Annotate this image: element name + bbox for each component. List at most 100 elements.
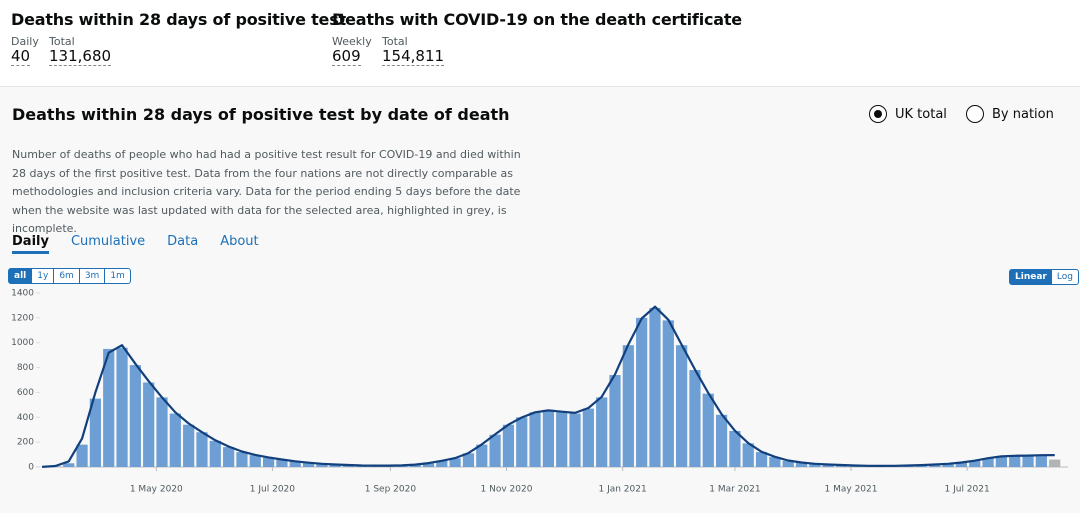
range-button[interactable]: 1m xyxy=(110,271,125,281)
average-line xyxy=(42,305,1055,468)
card-title: Deaths within 28 days of positive test b… xyxy=(12,105,510,124)
bar xyxy=(822,464,834,467)
bar xyxy=(302,462,315,467)
bar xyxy=(449,458,461,467)
headline-value[interactable]: 131,680 xyxy=(49,47,112,66)
bar xyxy=(516,417,528,467)
scale-button[interactable]: Linear xyxy=(1010,270,1052,284)
range-button[interactable]: 6m xyxy=(54,269,80,283)
bar xyxy=(143,382,155,467)
bar xyxy=(649,307,661,467)
radio-label: By nation xyxy=(992,106,1054,122)
x-tick-label: 1 Mar 2021 xyxy=(709,485,760,495)
bar xyxy=(196,432,208,467)
bar xyxy=(969,460,981,467)
headline-title: Deaths with COVID-19 on the death certif… xyxy=(332,10,742,29)
bar xyxy=(129,365,141,467)
bar xyxy=(702,393,714,467)
bar xyxy=(209,440,221,467)
bar xyxy=(715,414,728,467)
headline-label: Total xyxy=(49,35,75,48)
x-tick-label: 1 May 2020 xyxy=(130,485,183,495)
bar xyxy=(183,424,195,467)
bar xyxy=(262,457,275,467)
bar xyxy=(76,444,88,467)
range-button[interactable]: 1y xyxy=(32,269,55,283)
y-tick-label: 800 xyxy=(17,363,34,373)
tabs: Daily Cumulative Data About xyxy=(12,234,259,254)
description: Number of deaths of people who had had a… xyxy=(12,148,521,235)
bar xyxy=(409,464,421,467)
radio-label: UK total xyxy=(895,106,947,122)
chart: 0 200 400 600 800 1000 1200 1400 1 May 2020 1 Jul… xyxy=(11,289,1068,495)
radio-option[interactable]: UK total xyxy=(869,105,947,123)
bar xyxy=(942,463,954,467)
bar xyxy=(169,413,181,467)
bar xyxy=(422,463,435,467)
x-tick-label: 1 Nov 2020 xyxy=(481,485,533,495)
bar xyxy=(955,462,968,467)
headline-value[interactable]: 40 xyxy=(11,47,31,66)
bar xyxy=(596,397,608,467)
y-tick-label: 600 xyxy=(17,388,34,398)
bar xyxy=(995,456,1007,467)
y-tick-label: 1400 xyxy=(11,289,34,299)
bar xyxy=(582,408,594,467)
y-tick-label: 400 xyxy=(17,413,34,423)
bar xyxy=(982,458,994,467)
headline-value[interactable]: 154,811 xyxy=(382,47,445,66)
bar xyxy=(809,463,821,467)
bar xyxy=(755,452,768,467)
bar xyxy=(556,412,568,467)
x-tick-label: 1 May 2021 xyxy=(825,485,878,495)
bar xyxy=(329,464,341,467)
range-button[interactable]: all xyxy=(9,269,33,283)
radio-option[interactable]: By nation xyxy=(966,105,1054,123)
bar xyxy=(276,459,288,467)
headline-value[interactable]: 609 xyxy=(332,47,361,66)
bar xyxy=(609,375,621,467)
headline-label: Weekly xyxy=(332,35,372,48)
tab[interactable]: Data xyxy=(167,234,199,249)
bar xyxy=(436,460,448,467)
y-tick-label: 1000 xyxy=(11,338,34,348)
bar xyxy=(476,444,488,467)
bar xyxy=(1022,455,1034,467)
y-tick-label: 200 xyxy=(17,438,34,448)
headline-label: Daily xyxy=(11,35,39,48)
bar xyxy=(249,455,261,467)
bar xyxy=(542,409,554,467)
tab[interactable]: Cumulative xyxy=(70,234,146,249)
bar xyxy=(289,461,301,467)
bar xyxy=(689,370,701,467)
bar xyxy=(529,412,541,467)
bar xyxy=(502,424,515,467)
bar xyxy=(1049,459,1061,467)
bar xyxy=(929,464,941,467)
tab[interactable]: About xyxy=(220,234,259,249)
bar xyxy=(89,398,101,467)
y-tick-label: 1200 xyxy=(11,313,34,323)
bar xyxy=(236,452,248,467)
bar xyxy=(462,453,475,467)
x-tick-label: 1 Sep 2020 xyxy=(365,485,417,495)
range-selector: all 1y 6m 3m 1m xyxy=(8,268,131,284)
y-tick-label: 0 xyxy=(28,463,34,473)
headline-title: Deaths within 28 days of positive test xyxy=(11,10,346,29)
scale-button[interactable]: Log xyxy=(1056,272,1073,282)
bar xyxy=(156,397,168,467)
x-tick-label: 1 Jul 2021 xyxy=(945,485,990,495)
bar xyxy=(1009,455,1021,467)
range-button[interactable]: 3m xyxy=(80,269,106,283)
bar xyxy=(636,317,648,467)
bar xyxy=(662,320,674,467)
bar xyxy=(769,457,781,467)
bar xyxy=(729,430,741,467)
bar xyxy=(116,347,128,467)
bar xyxy=(622,345,634,467)
bar xyxy=(63,463,75,467)
headline-label: Total xyxy=(382,35,408,48)
headline-bar: Deaths within 28 days of positive test D… xyxy=(0,0,1080,87)
x-tick-label: 1 Jan 2021 xyxy=(598,485,646,495)
tab[interactable]: Daily xyxy=(12,234,49,254)
